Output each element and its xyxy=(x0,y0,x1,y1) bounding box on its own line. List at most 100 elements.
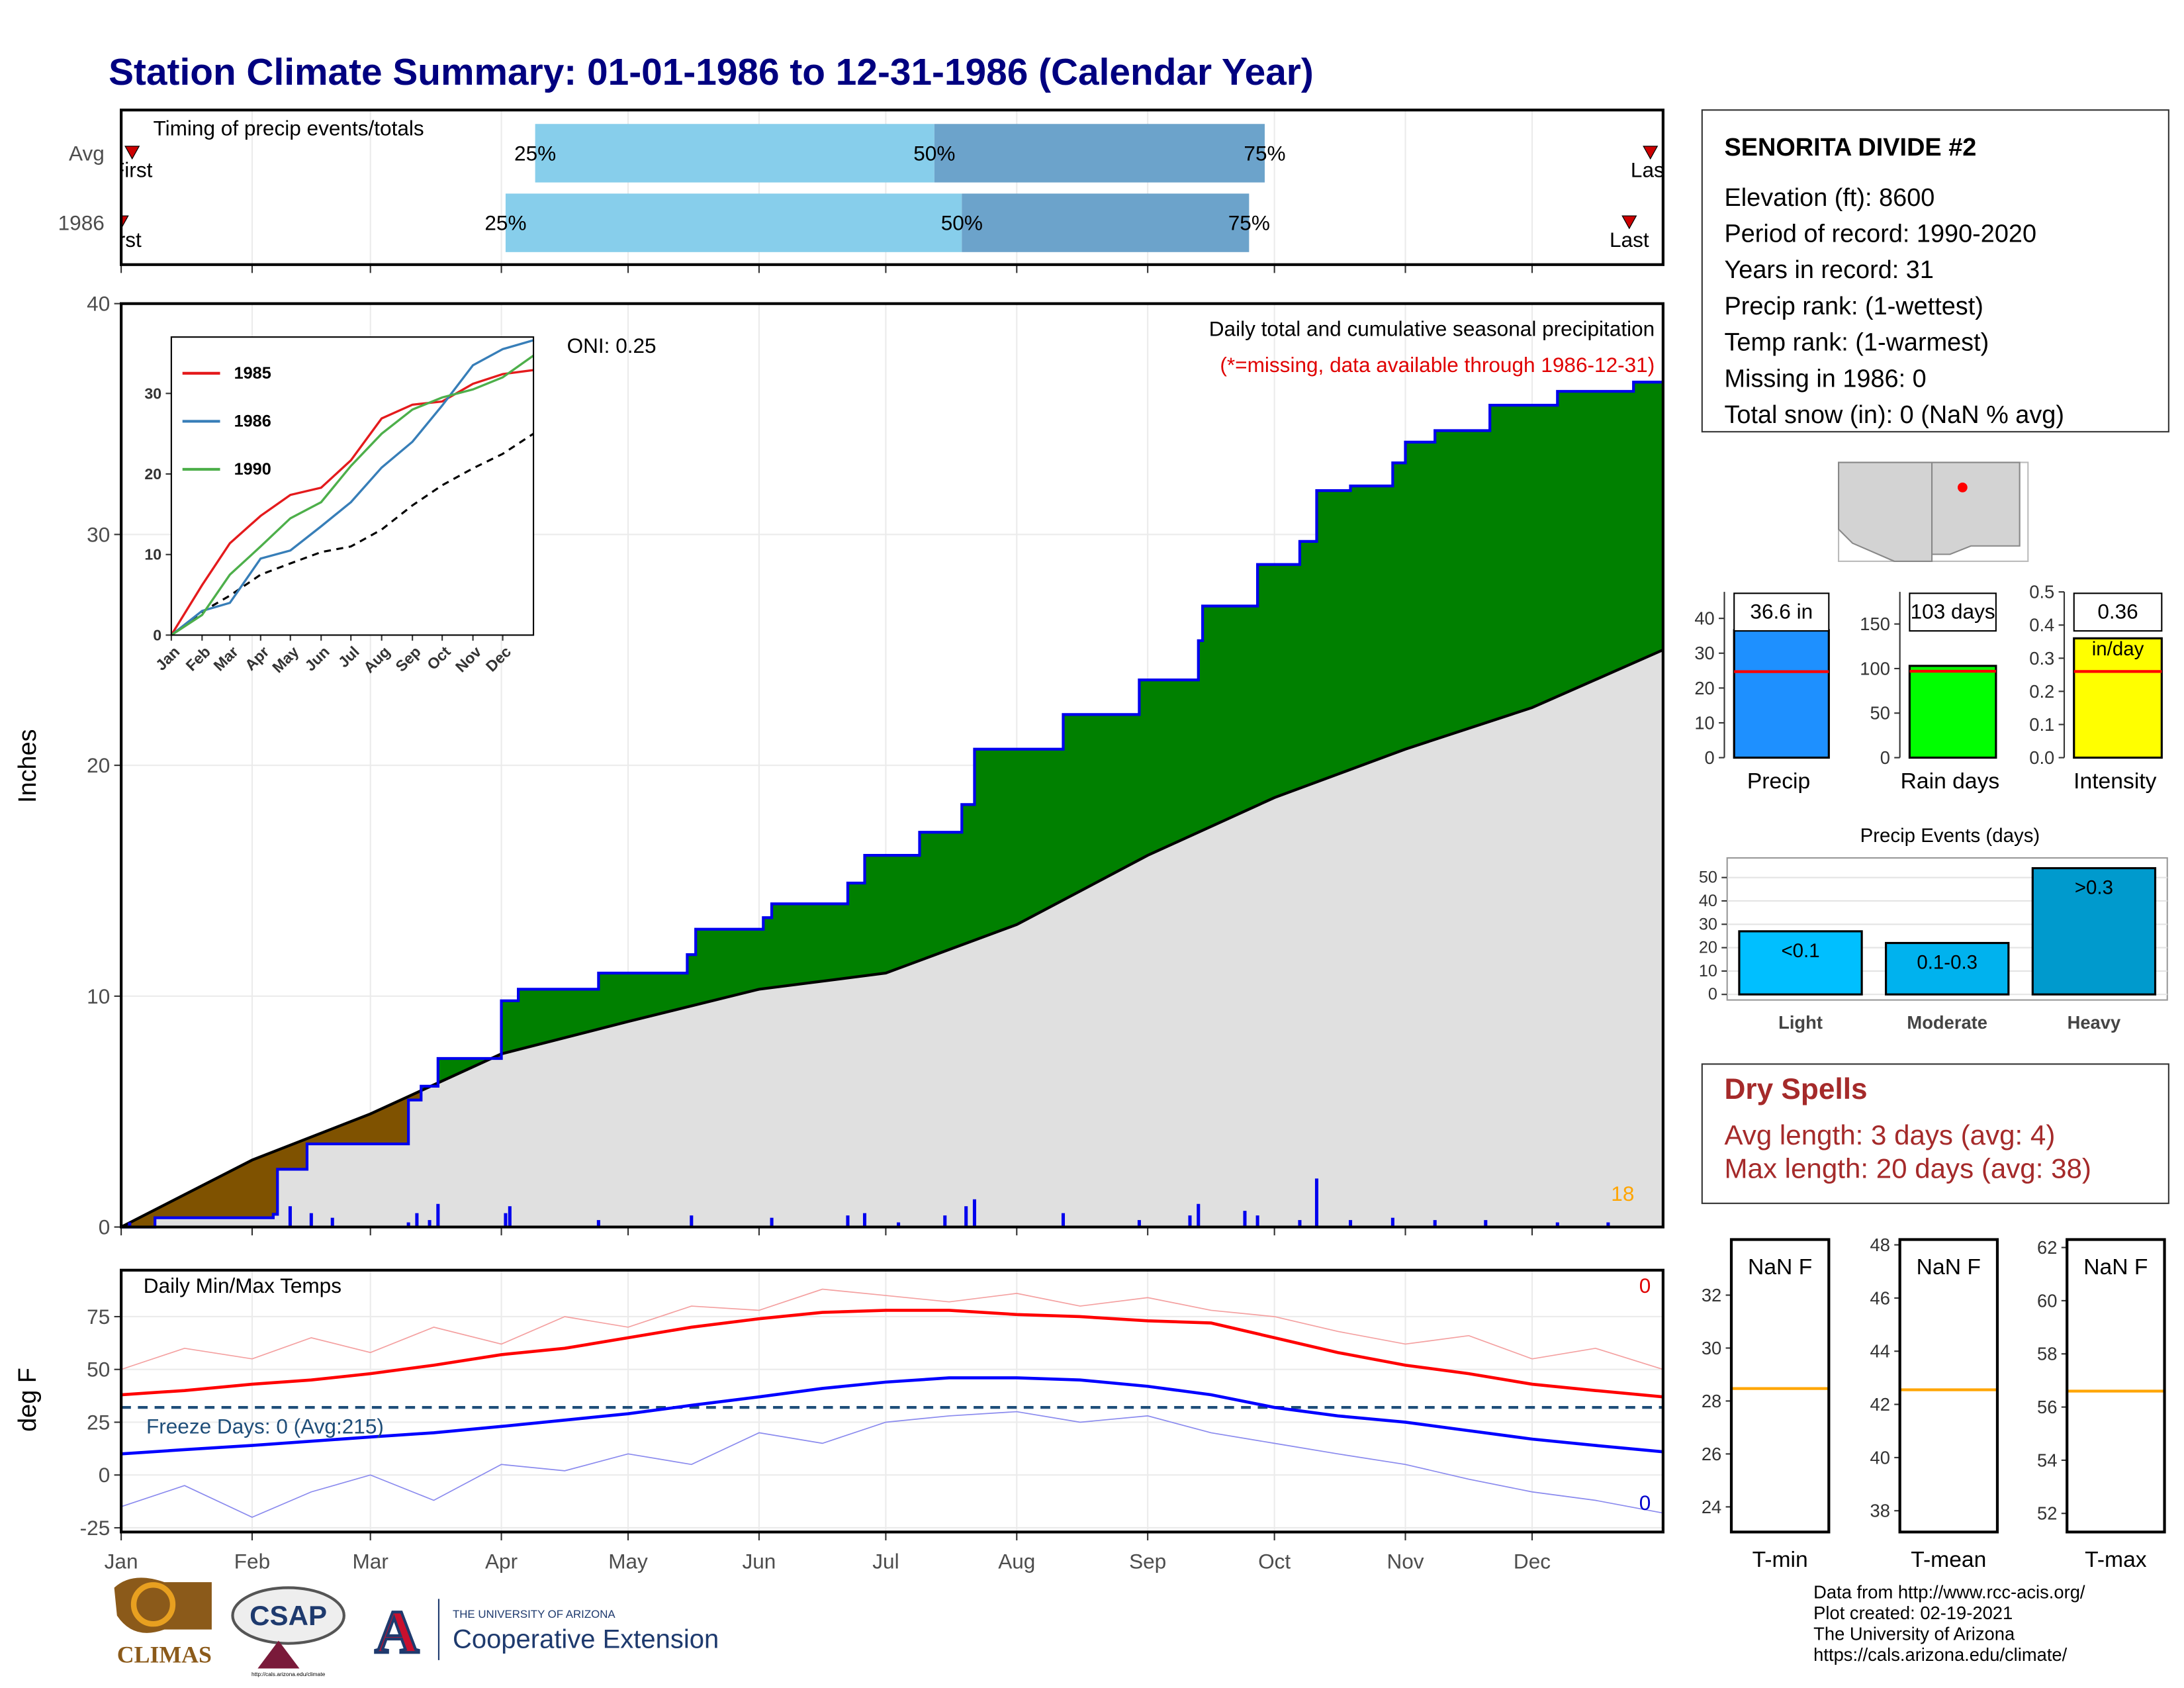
inset-bg xyxy=(171,337,534,635)
x-tick-label: Feb xyxy=(234,1550,270,1573)
event-label: Last xyxy=(1631,158,1670,182)
timing-panel: 25% 50% 75% First Last 25% 50% 75% First Last Avg 1… xyxy=(58,109,1670,273)
y-tick-label: 40 xyxy=(87,292,110,316)
temperature-line xyxy=(120,1309,1664,1399)
y-tick-label: 60 xyxy=(2037,1290,2057,1311)
csap-cloud xyxy=(231,1586,345,1645)
temperature-line xyxy=(120,1288,1664,1370)
category-label: Rain days xyxy=(1901,769,2000,794)
y-tick-label: 40 xyxy=(1870,1447,1890,1468)
quartile-label: 50% xyxy=(941,211,983,235)
category-label: Moderate xyxy=(1907,1012,1987,1033)
daily-bar xyxy=(1243,1211,1247,1227)
daily-bar xyxy=(1349,1220,1353,1227)
count-label: 18 xyxy=(1611,1182,1634,1205)
y-tick-label: 32 xyxy=(1702,1285,1721,1305)
bar xyxy=(1733,629,1830,759)
footer-line: The University of Arizona xyxy=(1813,1623,2015,1644)
event-label: First xyxy=(112,158,153,182)
max-count: 0 xyxy=(1639,1274,1651,1297)
csap-mountain xyxy=(257,1640,300,1669)
value-label: NaN F xyxy=(1748,1255,1812,1280)
category-label: T-mean xyxy=(1911,1548,1986,1572)
dry-spells-title: Dry Spells xyxy=(1724,1073,1867,1105)
category-label: T-max xyxy=(2085,1548,2147,1572)
timing-content: 25% 50% 75% First Last 25% 50% 75% First Last xyxy=(112,124,1670,252)
daily-bar xyxy=(1606,1222,1610,1227)
y-tick-label: 50 xyxy=(1699,868,1717,887)
legend-label: 1986 xyxy=(234,412,271,430)
y-tick-label: 38 xyxy=(1870,1501,1890,1521)
value-box xyxy=(1909,592,1997,632)
bar xyxy=(1885,941,2010,996)
daily-bar xyxy=(943,1215,947,1227)
station-line: Elevation (ft): 8600 xyxy=(1724,184,1934,212)
daily-bar xyxy=(1188,1215,1192,1227)
daily-bar xyxy=(1197,1203,1201,1227)
quartile-bar xyxy=(934,124,1265,183)
panel-subtitle: (*=missing, data available through 1986-… xyxy=(1220,353,1655,377)
map-new-mexico xyxy=(1931,461,2021,555)
daily-bar xyxy=(897,1222,901,1227)
y-tick-label: 0 xyxy=(99,1215,111,1239)
daily-bar xyxy=(1255,1215,1259,1227)
y-tick-label: 20 xyxy=(87,753,110,777)
y-tick-label: 10 xyxy=(144,546,161,563)
quartile-label: 75% xyxy=(1228,211,1270,235)
main-title: Station Climate Summary: 01-01-1986 to 1… xyxy=(109,52,1314,93)
y-tick-label: 75 xyxy=(87,1305,110,1329)
value-box xyxy=(1733,592,1830,632)
dry-spells-line: Max length: 20 days (avg: 38) xyxy=(1724,1153,2091,1184)
x-tick-label: Jun xyxy=(742,1550,776,1573)
event-marker xyxy=(1621,215,1637,230)
csap-text: CSAP xyxy=(250,1600,327,1631)
y-tick-label: 10 xyxy=(1694,712,1714,733)
quartile-label: 75% xyxy=(1244,141,1285,165)
inset-border xyxy=(170,336,535,636)
event-marker xyxy=(121,215,129,230)
daily-bar xyxy=(1314,1178,1319,1227)
daily-bar xyxy=(690,1215,694,1227)
map-station xyxy=(1958,483,1968,492)
x-tick-label: Dec xyxy=(1514,1550,1551,1573)
daily-bar xyxy=(415,1213,419,1227)
station-line: Precip rank: (1-wettest) xyxy=(1724,293,1983,320)
y-tick-label: 0.3 xyxy=(2029,648,2054,669)
panel-border xyxy=(1729,1238,1831,1534)
row-label: 1986 xyxy=(58,211,105,235)
footer-line: https://cals.arizona.edu/climate/ xyxy=(1813,1644,2067,1665)
quartile-label: 25% xyxy=(514,141,556,165)
series-line xyxy=(170,354,535,636)
y-tick-label: 24 xyxy=(1702,1497,1721,1517)
panel-bg xyxy=(2067,1239,2165,1532)
y-tick-label: 50 xyxy=(1870,703,1890,724)
daily-bar xyxy=(1555,1222,1559,1227)
panel-border xyxy=(1898,1238,1999,1534)
daily-bar xyxy=(330,1217,334,1227)
y-tick-label: 30 xyxy=(1699,915,1717,933)
y-tick-label: 58 xyxy=(2037,1344,2057,1364)
range-label: <0.1 xyxy=(1781,940,1819,962)
event-marker xyxy=(124,146,140,160)
series-line xyxy=(170,339,534,636)
precip-panel: 0 10 20 30 40 Daily total and cumulative seas… xyxy=(87,292,1664,1239)
category-label: Light xyxy=(1778,1012,1823,1033)
panel-border xyxy=(119,302,1664,1229)
daily-bar xyxy=(972,1199,976,1227)
temp-summary-chart: 24 26 28 30 32 NaN F T-min xyxy=(1702,1238,1831,1572)
x-tick-label: Mar xyxy=(353,1550,388,1573)
oni-annotation: ONI: 0.25 xyxy=(567,334,657,357)
row-label: Avg xyxy=(69,141,105,165)
y-tick-label: 0.5 xyxy=(2029,582,2054,602)
panel-bg xyxy=(121,1270,1663,1532)
y-tick-label: 25 xyxy=(87,1410,110,1434)
panel-title: Timing of precip events/totals xyxy=(154,117,424,140)
dry-spells-line: Avg length: 3 days (avg: 4) xyxy=(1724,1119,2055,1150)
summary-bar-chart: 0 50 100 150 103 days Rain days xyxy=(1860,592,1999,794)
daily-bar xyxy=(1137,1220,1141,1227)
quartile-label: 25% xyxy=(484,211,526,235)
panel-bg xyxy=(1731,1239,1829,1532)
y-tick-label: 0 xyxy=(1708,985,1717,1004)
bar xyxy=(2073,637,2163,759)
